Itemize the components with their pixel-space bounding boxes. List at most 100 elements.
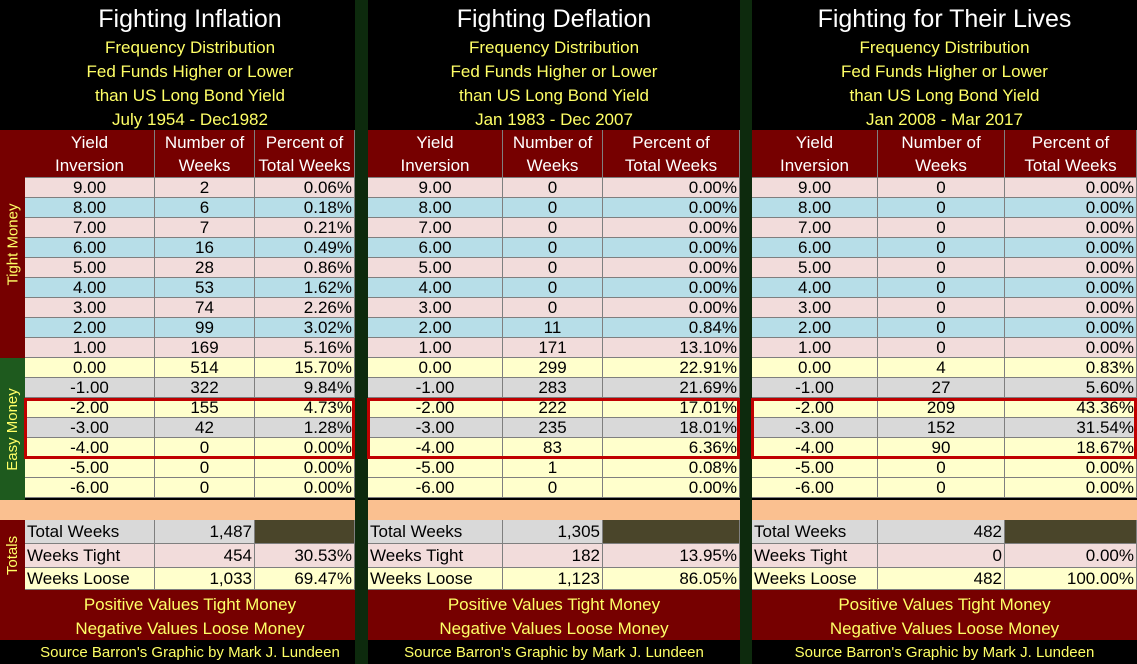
header: Number of	[878, 130, 1005, 154]
data-cell: 0	[878, 198, 1005, 218]
total-cell: Weeks Loose	[25, 568, 155, 590]
data-cell: 6.36%	[603, 438, 740, 458]
highlight-box	[367, 398, 740, 459]
data-cell: 0.00%	[603, 178, 740, 198]
data-cell: 0.00%	[1005, 238, 1137, 258]
data-cell: 0.00%	[603, 298, 740, 318]
spacer-row	[25, 500, 355, 520]
source: Source Barron's Graphic by Mark J. Lunde…	[40, 643, 340, 661]
data-cell: 16	[155, 238, 255, 258]
total-cell: 182	[503, 544, 603, 568]
data-cell: 155	[155, 398, 255, 418]
data-cell: 209	[878, 398, 1005, 418]
subtitle: Jan 2008 - Mar 2017	[866, 109, 1023, 129]
header: Total Weeks	[603, 154, 740, 178]
total-cell: 1,305	[503, 520, 603, 544]
data-cell: 0.00%	[1005, 178, 1137, 198]
total-cell: 482	[878, 568, 1005, 590]
header: Total Weeks	[1005, 154, 1137, 178]
subtitle: than US Long Bond Yield	[95, 85, 285, 105]
data-cell: 15.70%	[255, 358, 355, 378]
side-tight: Tight Money	[0, 130, 25, 358]
data-cell: 5.16%	[255, 338, 355, 358]
data-cell: 7.00	[752, 218, 878, 238]
data-cell: 9.84%	[255, 378, 355, 398]
data-cell: 0.00%	[1005, 478, 1137, 498]
data-cell: 0.00%	[603, 258, 740, 278]
data-cell: 1	[503, 458, 603, 478]
data-cell: 152	[878, 418, 1005, 438]
subtitle: Frequency Distribution	[104, 37, 276, 57]
data-cell: -3.00	[752, 418, 878, 438]
data-cell: -1.00	[752, 378, 878, 398]
data-cell: 0	[155, 478, 255, 498]
data-cell: -1.00	[25, 378, 155, 398]
data-cell: 3.00	[368, 298, 503, 318]
data-cell: 0	[503, 258, 603, 278]
spacer-row	[368, 500, 740, 520]
total-cell: Weeks Tight	[25, 544, 155, 568]
data-cell: 0.00%	[603, 238, 740, 258]
highlight-box	[751, 398, 1137, 459]
data-cell: 0	[878, 458, 1005, 478]
header: Yield	[25, 130, 155, 154]
data-cell: 8.00	[752, 198, 878, 218]
data-cell: 28	[155, 258, 255, 278]
data-cell: 0.00%	[1005, 338, 1137, 358]
data-cell: 0	[503, 198, 603, 218]
data-cell: 4.00	[368, 278, 503, 298]
data-cell: 0.00%	[1005, 298, 1137, 318]
data-cell: 299	[503, 358, 603, 378]
data-cell: 0	[503, 278, 603, 298]
data-cell: 4.73%	[255, 398, 355, 418]
data-cell: -5.00	[752, 458, 878, 478]
total-cell: 1,033	[155, 568, 255, 590]
data-cell: 2.26%	[255, 298, 355, 318]
data-cell: 0	[878, 238, 1005, 258]
data-cell: 5.00	[752, 258, 878, 278]
footer-bg	[25, 590, 355, 640]
data-cell: 322	[155, 378, 255, 398]
data-cell: 0.08%	[603, 458, 740, 478]
footer-note: Positive Values Tight Money	[447, 594, 661, 614]
data-cell: 7.00	[25, 218, 155, 238]
source: Source Barron's Graphic by Mark J. Lunde…	[794, 643, 1095, 661]
data-cell: 83	[503, 438, 603, 458]
data-cell: 0	[878, 318, 1005, 338]
data-cell: 0	[878, 478, 1005, 498]
total-cell	[255, 520, 355, 544]
data-cell: 169	[155, 338, 255, 358]
header: Percent of	[603, 130, 740, 154]
data-cell: -2.00	[25, 398, 155, 418]
data-cell: -3.00	[368, 418, 503, 438]
total-cell: Total Weeks	[25, 520, 155, 544]
data-cell: 2.00	[368, 318, 503, 338]
data-cell: 6.00	[368, 238, 503, 258]
separator	[740, 0, 752, 664]
data-cell: 9.00	[752, 178, 878, 198]
data-cell: 0	[878, 178, 1005, 198]
data-cell: 235	[503, 418, 603, 438]
footer-bg	[0, 590, 25, 640]
total-cell: Weeks Loose	[752, 568, 878, 590]
data-cell: -6.00	[752, 478, 878, 498]
total-cell: Weeks Loose	[368, 568, 503, 590]
total-cell: 0.00%	[1005, 544, 1137, 568]
side-totals: Totals	[0, 520, 25, 590]
data-cell: -6.00	[25, 478, 155, 498]
total-cell: 13.95%	[603, 544, 740, 568]
subtitle: than US Long Bond Yield	[459, 85, 649, 105]
data-cell: 0	[878, 278, 1005, 298]
data-cell: 0	[503, 238, 603, 258]
data-cell: 0.00%	[1005, 318, 1137, 338]
header: Total Weeks	[255, 154, 355, 178]
data-cell: 1.00	[368, 338, 503, 358]
data-cell: 222	[503, 398, 603, 418]
total-cell: 1,487	[155, 520, 255, 544]
data-cell: 1.00	[752, 338, 878, 358]
data-cell: 17.01%	[603, 398, 740, 418]
spacer	[0, 500, 25, 520]
data-cell: 0.00%	[1005, 258, 1137, 278]
data-cell: 42	[155, 418, 255, 438]
subtitle: Frequency Distribution	[859, 37, 1030, 57]
